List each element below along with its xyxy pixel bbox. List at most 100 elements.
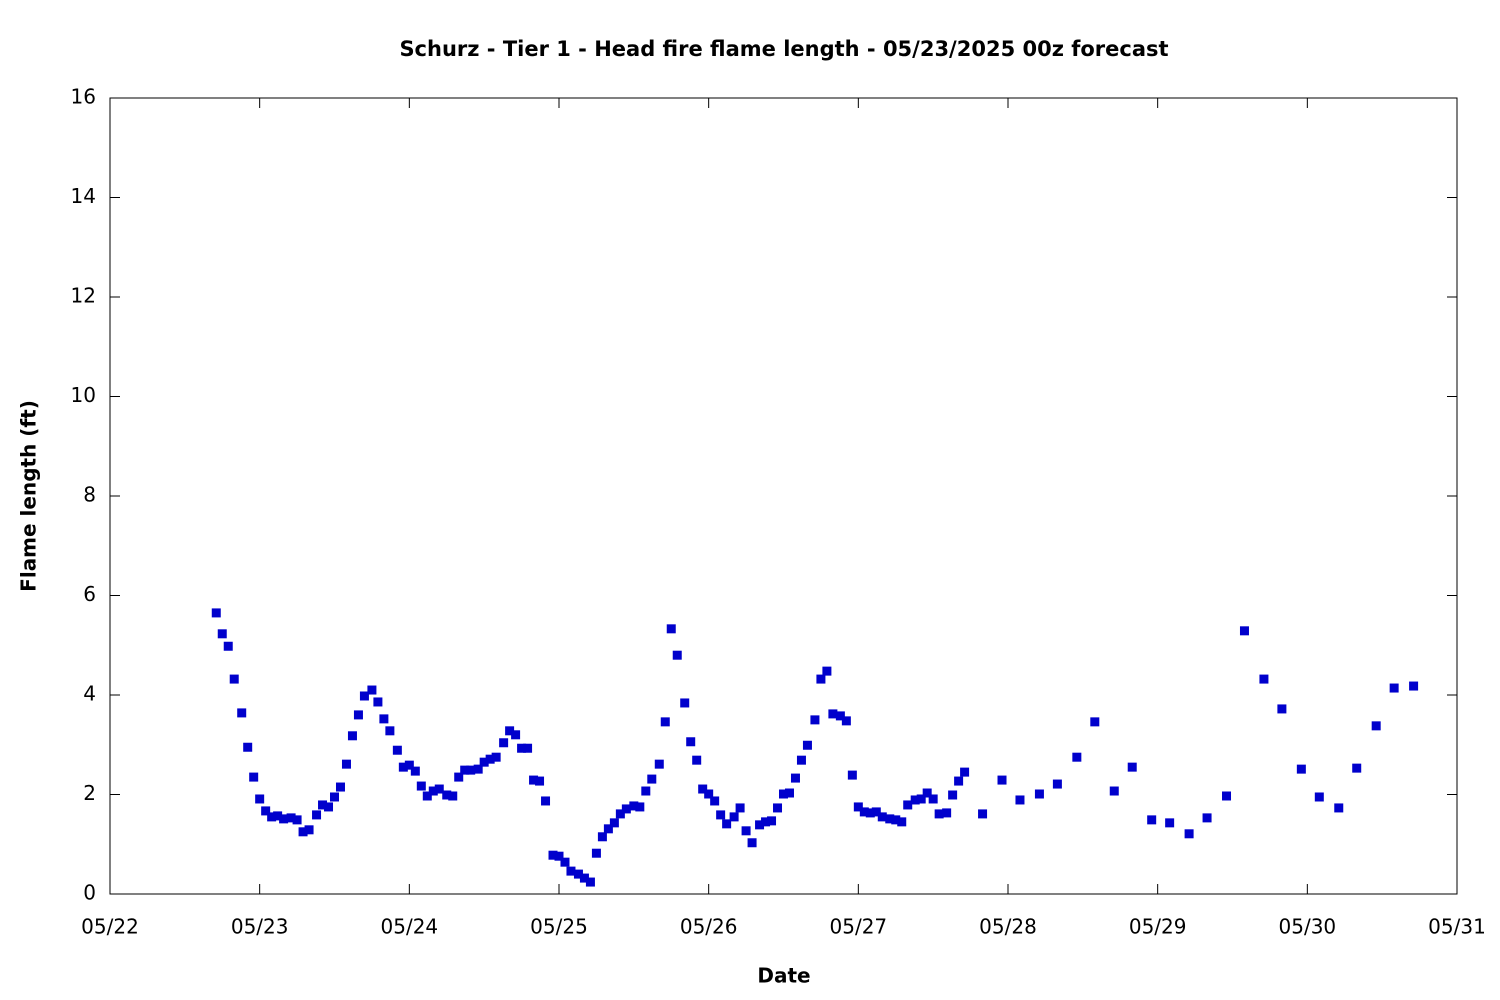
data-point <box>385 726 395 736</box>
data-point <box>747 838 757 848</box>
data-point <box>761 817 771 827</box>
x-tick-label: 05/27 <box>830 915 888 939</box>
data-point <box>217 629 227 639</box>
data-point <box>716 810 726 820</box>
data-point <box>379 714 389 724</box>
data-point <box>422 791 432 801</box>
data-point <box>491 752 501 762</box>
x-tick-label: 05/22 <box>81 915 139 939</box>
data-point <box>704 789 714 799</box>
x-tick-label: 05/25 <box>530 915 588 939</box>
data-point <box>211 608 221 618</box>
data-point <box>903 800 913 810</box>
data-point <box>341 759 351 769</box>
data-point <box>318 800 328 810</box>
data-point <box>367 685 377 695</box>
data-point <box>466 765 476 775</box>
data-point <box>722 819 732 829</box>
data-point <box>692 755 702 765</box>
data-point <box>560 857 570 867</box>
data-point <box>404 760 414 770</box>
data-point <box>997 775 1007 785</box>
data-point <box>790 773 800 783</box>
data-point <box>330 792 339 802</box>
data-point <box>1127 762 1137 772</box>
data-point <box>237 708 247 718</box>
data-point <box>517 743 527 753</box>
x-tick-label: 05/23 <box>231 915 289 939</box>
data-point <box>460 765 470 775</box>
data-point <box>828 709 838 719</box>
data-point <box>479 757 489 767</box>
data-point <box>573 869 583 879</box>
y-axis-label: Flame length (ft) <box>17 400 41 592</box>
data-point <box>579 873 589 883</box>
data-point <box>755 820 765 830</box>
data-point <box>353 710 363 720</box>
data-point <box>865 808 875 818</box>
data-point <box>1314 792 1324 802</box>
data-point <box>554 851 564 861</box>
data-point <box>523 743 533 753</box>
data-point <box>243 742 253 752</box>
data-point <box>454 772 464 782</box>
data-point <box>603 824 613 834</box>
data-point <box>1222 791 1232 801</box>
data-point <box>410 766 420 776</box>
data-point <box>802 740 812 750</box>
data-point <box>1090 717 1100 727</box>
x-tick-label: 05/28 <box>979 915 1037 939</box>
data-point <box>672 650 682 660</box>
data-point <box>698 784 708 794</box>
plot-frame <box>109 97 1458 895</box>
data-point <box>511 730 521 740</box>
data-point <box>1052 779 1062 789</box>
data-point <box>660 717 670 727</box>
data-point <box>615 809 625 819</box>
data-point <box>279 814 289 824</box>
y-tick-label: 2 <box>83 781 96 805</box>
y-tick-label: 4 <box>83 682 96 706</box>
data-point <box>609 818 619 828</box>
data-point <box>954 776 964 786</box>
data-point <box>735 803 745 813</box>
data-point <box>666 624 676 634</box>
data-point <box>835 711 845 721</box>
x-tick-label: 05/31 <box>1428 915 1486 939</box>
data-point <box>859 807 869 817</box>
data-point <box>312 810 322 820</box>
data-point <box>591 848 601 858</box>
data-point <box>442 790 452 800</box>
data-point <box>434 784 444 794</box>
x-axis-label: Date <box>757 964 810 988</box>
data-point <box>916 794 926 804</box>
y-tick-label: 8 <box>83 483 96 507</box>
data-point <box>1296 764 1306 774</box>
data-point <box>597 832 607 842</box>
data-point <box>841 716 851 726</box>
data-point <box>499 738 509 748</box>
data-point <box>978 809 988 819</box>
data-point <box>1184 829 1194 839</box>
data-point <box>261 806 271 816</box>
data-point <box>535 776 545 786</box>
data-point <box>680 698 690 708</box>
data-point <box>566 866 576 876</box>
data-point <box>1109 786 1119 796</box>
y-tick-label: 16 <box>71 85 96 109</box>
data-point <box>335 782 345 792</box>
data-point <box>223 641 233 651</box>
y-tick-label: 14 <box>71 184 96 208</box>
data-point <box>249 772 259 782</box>
data-point <box>934 809 944 819</box>
data-point <box>1352 763 1362 773</box>
data-point <box>529 775 539 785</box>
data-point <box>1277 704 1287 714</box>
data-point <box>877 812 887 822</box>
data-point <box>541 796 551 806</box>
data-point <box>1389 683 1399 693</box>
data-point <box>359 691 369 701</box>
data-point <box>347 731 357 741</box>
data-point <box>647 774 657 784</box>
